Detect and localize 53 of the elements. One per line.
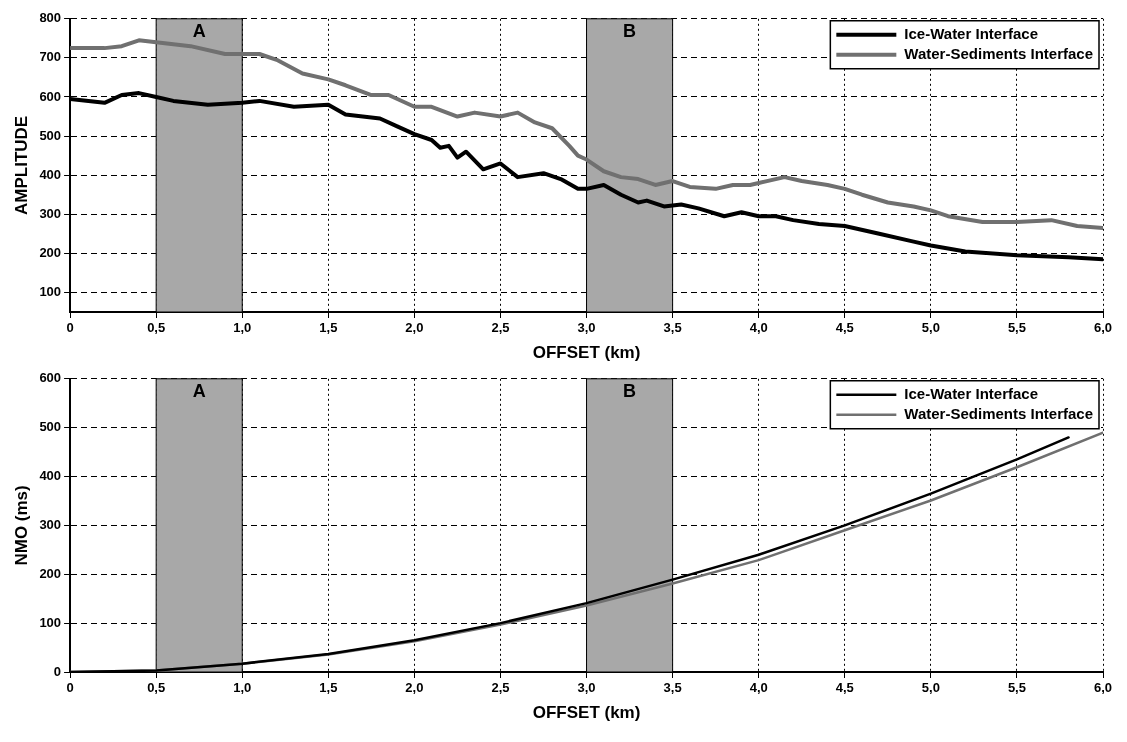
band-label: A <box>192 380 206 401</box>
x-tick-label: 1,0 <box>233 680 252 696</box>
x-tick-label: 1,0 <box>233 320 252 336</box>
x-tick-label: 2,0 <box>405 320 424 336</box>
y-axis-title: NMO (ms) <box>11 485 31 566</box>
x-tick-label: 6,0 <box>1093 680 1113 696</box>
x-tick-label: 0 <box>66 320 74 336</box>
x-tick-label: 5,0 <box>921 320 940 336</box>
y-tick-label: 400 <box>39 468 62 484</box>
x-tick-label: 3,5 <box>663 320 682 336</box>
x-tick-label: 3,5 <box>663 680 682 696</box>
band-label: A <box>192 20 206 41</box>
legend-label: Ice-Water Interface <box>904 24 1039 42</box>
x-tick-label: 5,0 <box>921 680 940 696</box>
y-tick-label: 300 <box>39 205 62 221</box>
y-tick-label: 200 <box>39 565 62 581</box>
x-tick-label: 4,0 <box>749 320 768 336</box>
y-tick-label: 800 <box>39 10 62 26</box>
x-tick-label: 0,5 <box>147 320 166 336</box>
x-axis-title: OFFSET (km) <box>532 703 641 723</box>
legend-label: Water-Sediments Interface <box>904 44 1094 62</box>
x-tick-label: 5,5 <box>1007 680 1026 696</box>
x-tick-label: 4,5 <box>835 680 854 696</box>
x-tick-label: 5,5 <box>1007 320 1026 336</box>
y-tick-label: 600 <box>39 370 62 386</box>
y-axis-title: AMPLITUDE <box>11 115 31 215</box>
x-tick-label: 4,0 <box>749 680 768 696</box>
band-label: B <box>623 20 637 41</box>
band-label: B <box>623 380 637 401</box>
x-tick-label: 2,5 <box>491 680 510 696</box>
y-tick-label: 200 <box>39 244 62 260</box>
x-tick-label: 2,0 <box>405 680 424 696</box>
y-tick-label: 100 <box>39 614 62 630</box>
x-tick-label: 1,5 <box>319 320 338 336</box>
x-tick-label: 4,5 <box>835 320 854 336</box>
x-tick-label: 6,0 <box>1093 320 1113 336</box>
x-tick-label: 2,5 <box>491 320 510 336</box>
y-tick-label: 500 <box>39 127 62 143</box>
x-tick-label: 0 <box>66 680 74 696</box>
y-tick-label: 700 <box>39 49 62 65</box>
y-tick-label: 400 <box>39 166 62 182</box>
x-tick-label: 3,0 <box>577 320 596 336</box>
y-tick-label: 0 <box>53 663 62 679</box>
legend-label: Water-Sediments Interface <box>904 404 1094 422</box>
y-tick-label: 500 <box>39 419 62 435</box>
y-tick-label: 300 <box>39 516 62 532</box>
legend-label: Ice-Water Interface <box>904 384 1039 402</box>
x-tick-label: 3,0 <box>577 680 596 696</box>
x-axis-title: OFFSET (km) <box>532 343 641 363</box>
y-tick-label: 100 <box>39 284 62 300</box>
x-tick-label: 0,5 <box>147 680 166 696</box>
y-tick-label: 600 <box>39 88 62 104</box>
x-tick-label: 1,5 <box>319 680 338 696</box>
